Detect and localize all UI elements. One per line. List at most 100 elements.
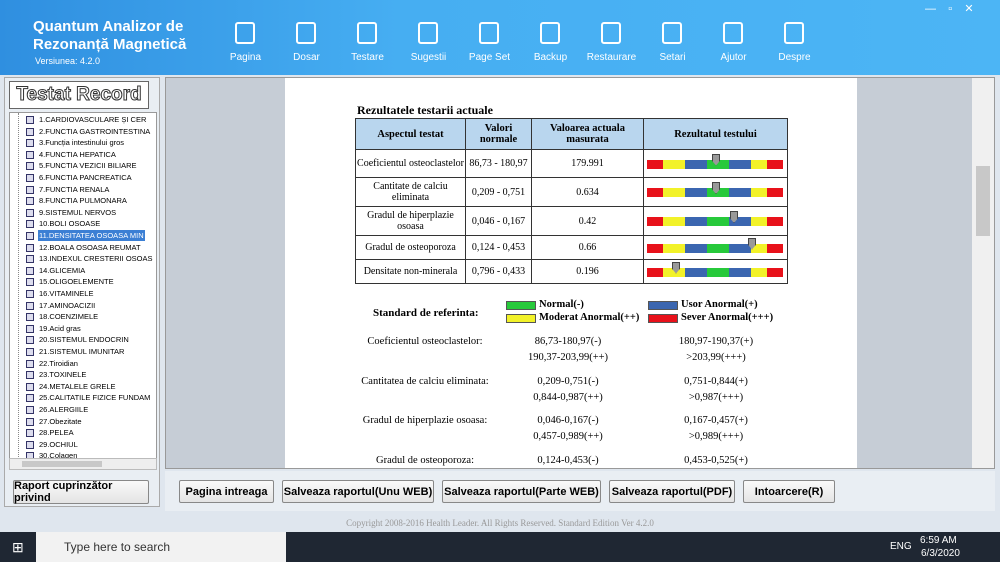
tree-icon (26, 116, 34, 124)
record-item[interactable]: 22.Tiroidian (39, 358, 78, 368)
record-item[interactable]: 21.SISTEMUL IMUNITAR (39, 347, 125, 356)
table-cell: 0,209 - 0,751 (465, 177, 532, 207)
gauge-segment (647, 159, 663, 169)
toolbar-icon[interactable] (723, 22, 743, 44)
record-item[interactable]: 15.OLIGOELEMENTE (39, 277, 114, 287)
gauge-segment (707, 267, 729, 277)
record-item[interactable]: 14.GLICEMIA (39, 265, 86, 275)
toolbar-label[interactable]: Sugestii (410, 52, 447, 63)
tray-time[interactable]: 6:59 AM (920, 535, 957, 546)
toolbar-label[interactable]: Dosar (293, 52, 320, 63)
tray-lang[interactable]: ENG (890, 541, 912, 552)
record-item[interactable]: 28.PELEA (39, 428, 74, 438)
reference-range: 0,453-0,525(+) (684, 455, 748, 466)
record-item[interactable]: 11.DENSITATEA OSOASA MIN (38, 230, 145, 241)
record-item[interactable]: 27.Obezitate (39, 416, 82, 426)
gauge-segment (751, 159, 767, 169)
gauge-segment (707, 188, 729, 197)
record-item[interactable]: 30.Colagen (39, 451, 78, 460)
action-button[interactable]: Pagina intreaga (179, 480, 274, 503)
record-item[interactable]: 25.CALITATILE FIZICE FUNDAM (39, 393, 151, 403)
toolbar-label[interactable]: Setari (659, 52, 686, 63)
action-button[interactable]: Intoarcere(R) (743, 480, 835, 503)
record-item[interactable]: 19.Acid gras (39, 323, 81, 333)
gauge-segment (685, 217, 707, 226)
toolbar-label[interactable]: Backup (533, 52, 568, 63)
toolbar-icon[interactable] (601, 22, 621, 44)
record-item[interactable]: 29.OCHIUL (39, 439, 78, 449)
table-cell (643, 259, 788, 284)
tree-icon (26, 185, 34, 194)
record-item[interactable]: 12.BOALA OSOASA REUMAT (39, 242, 141, 252)
legend-swatch (506, 301, 536, 310)
search-box[interactable]: Type here to search (36, 532, 286, 562)
action-button[interactable]: Salveaza raportul(Parte WEB) (442, 480, 601, 503)
report-button[interactable]: Raport cuprinzător privind (13, 480, 149, 504)
toolbar-label[interactable]: Ajutor (720, 52, 747, 63)
toolbar-icon[interactable] (357, 22, 377, 44)
record-item[interactable]: 18.COENZIMELE (39, 312, 99, 322)
toolbar-label[interactable]: Restaurare (586, 52, 637, 63)
search-text: Type here to search (64, 540, 171, 554)
gauge-segment (707, 243, 729, 253)
v-scrollbar[interactable] (972, 78, 994, 468)
record-item[interactable]: 10.BOLI OSOASE (39, 219, 101, 229)
gauge-segment (685, 267, 707, 277)
record-item[interactable]: 1.CARDIOVASCULARE ȘI CER (39, 115, 147, 124)
toolbar-icon[interactable] (235, 22, 255, 44)
record-item[interactable]: 3.Funcția intestinului gros (39, 138, 125, 148)
gauge-segment (729, 267, 751, 277)
toolbar-icon[interactable] (296, 22, 316, 44)
record-item[interactable]: 13.INDEXUL CRESTERII OSOAS (39, 254, 153, 264)
legend-swatch (648, 301, 678, 310)
action-button[interactable]: Salveaza raportul(Unu WEB) (282, 480, 434, 503)
record-item[interactable]: 23.TOXINELE (39, 370, 87, 380)
table-header: Aspectul testat (355, 118, 466, 150)
toolbar-label[interactable]: Testare (351, 52, 384, 63)
tray-date[interactable]: 6/3/2020 (921, 548, 960, 559)
record-item[interactable]: 24.METALELE GRELE (39, 381, 116, 391)
record-item[interactable]: 9.SISTEMUL NERVOS (39, 207, 117, 217)
start[interactable]: ⊞ (12, 539, 24, 555)
toolbar-icon[interactable] (784, 22, 804, 44)
tree-icon (26, 359, 34, 368)
reference-range: 0,457-0,989(++) (533, 431, 603, 442)
record-item[interactable]: 2.FUNCTIA GASTROINTESTINA (39, 126, 151, 136)
toolbar-label[interactable]: Page Set (468, 52, 511, 63)
gauge-segment (729, 243, 751, 253)
gauge-marker (672, 261, 680, 274)
table-cell: Densitate non-minerala (355, 259, 466, 284)
toolbar-label[interactable]: Despre (778, 52, 811, 63)
record-item[interactable]: 6.FUNCTIA PANCREATICA (39, 173, 132, 182)
record-item[interactable]: 17.AMINOACIZII (39, 300, 96, 310)
reference-label: Gradul de osteoporoza: (376, 455, 474, 466)
reference-label: Coeficientul osteoclastelor: (367, 336, 483, 347)
window-controls[interactable]: — ▫ ✕ (925, 3, 974, 15)
record-item[interactable]: 4.FUNCTIA HEPATICA (39, 149, 116, 159)
record-item[interactable]: 16.VITAMINELE (39, 289, 94, 298)
record-item[interactable]: 8.FUNCTIA PULMONARA (39, 196, 127, 206)
toolbar-icon[interactable] (418, 22, 438, 44)
record-item[interactable]: 5.FUNCTIA VEZICII BILIARE (39, 161, 137, 171)
legend-label: Moderat Anormal(++) (539, 312, 640, 323)
scroll-thumb[interactable] (976, 166, 990, 236)
button-bar: Pagina intreaga Salveaza raportul(Unu WEB… (165, 471, 995, 511)
toolbar-icon[interactable] (479, 22, 499, 44)
gauge-marker (730, 211, 738, 223)
gauge-segment (767, 267, 783, 277)
action-button[interactable]: Salveaza raportul(PDF) (609, 480, 735, 503)
toolbar-icon[interactable] (662, 22, 682, 44)
record-item[interactable]: 20.SISTEMUL ENDOCRIN (39, 335, 129, 345)
record-item[interactable]: 7.FUNCTIA RENALA (39, 184, 110, 194)
reference-label: Cantitatea de calciu eliminata: (361, 376, 489, 387)
record-item[interactable]: 26.ALERGIILE (39, 405, 89, 414)
h-scrollbar[interactable] (9, 458, 157, 470)
gauge-segment (707, 217, 729, 226)
scroll-thumb[interactable] (22, 461, 102, 467)
toolbar-label[interactable]: Pagina (229, 52, 262, 63)
table-header: Valoarea actuala masurata (531, 118, 644, 150)
legend-swatch (648, 314, 678, 323)
toolbar-icon[interactable] (540, 22, 560, 44)
reference-label: Gradul de hiperplazie osoasa: (362, 415, 488, 426)
tree-icon (26, 301, 34, 310)
